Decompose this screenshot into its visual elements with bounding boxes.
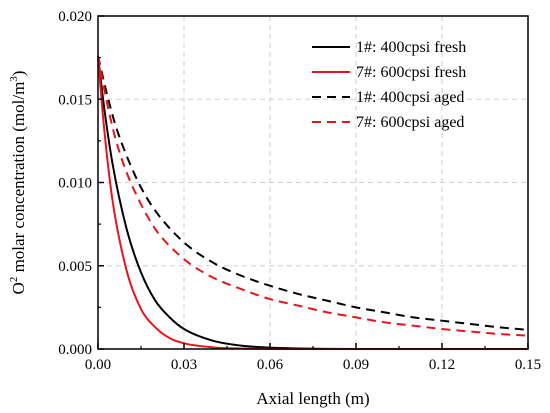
y-axis-title: O2 molar concentration (mol/m3)	[8, 71, 28, 295]
grid-layer	[98, 16, 528, 349]
legend-label-4: 7#: 600cpsi aged	[356, 114, 464, 131]
x-tick-label: 0.06	[257, 357, 284, 373]
tick-layer: 0.00 0.03 0.06 0.09 0.12 0.15 0.000 0.005 0.010 0…	[58, 9, 541, 373]
y-tick-label: 0.010	[58, 176, 92, 192]
legend-label-1: 1#: 400cpsi fresh	[356, 39, 466, 56]
y-title-prefix: O	[9, 282, 28, 294]
x-tick-label: 0.00	[85, 357, 111, 373]
y-tick-label: 0.000	[58, 342, 92, 358]
x-tick-label: 0.09	[343, 357, 369, 373]
series-line-4	[97, 55, 529, 337]
legend-label-2: 7#: 600cpsi fresh	[356, 64, 466, 81]
x-tick-label: 0.15	[515, 357, 541, 373]
y-title-superscript: 2	[8, 277, 20, 283]
y-tick-label: 0.020	[58, 9, 92, 25]
series-line-3	[97, 55, 529, 331]
x-axis-title: Axial length (m)	[256, 389, 369, 408]
x-tick-label: 0.03	[171, 357, 197, 373]
y-tick-label: 0.015	[58, 92, 92, 108]
x-tick-label: 0.12	[429, 357, 455, 373]
y-title-middle: molar concentration (mol/m	[9, 82, 28, 277]
legend-label-3: 1#: 400cpsi aged	[356, 89, 464, 106]
y-title-unit-superscript: 3	[8, 76, 20, 82]
y-tick-label: 0.005	[58, 259, 92, 275]
y-title-suffix: )	[9, 71, 28, 77]
legend: 1#: 400cpsi fresh 7#: 600cpsi fresh 1#: 40…	[312, 39, 466, 131]
